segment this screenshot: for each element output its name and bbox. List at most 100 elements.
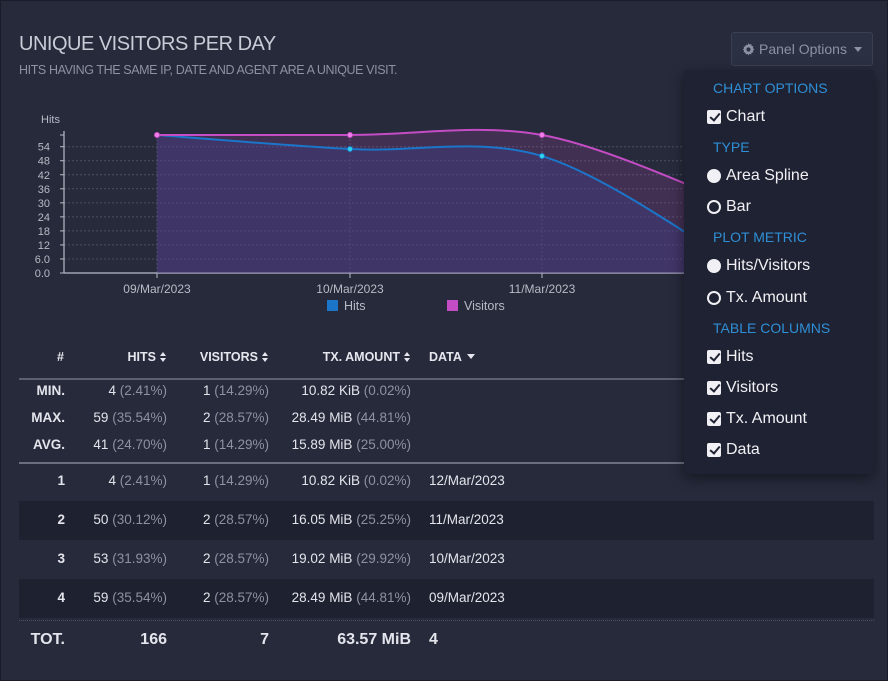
- checkbox-checked-icon: [707, 350, 721, 364]
- hits-area: [157, 135, 703, 273]
- gear-icon: [742, 42, 755, 55]
- total-hits: 166: [140, 631, 167, 648]
- tx-value: 15.89 MiB: [291, 437, 353, 452]
- x-tick-label: 11/Mar/2023: [509, 282, 576, 296]
- visitors-cell: 1 (14.29%): [203, 383, 269, 398]
- tx-percent: (0.02%): [363, 473, 411, 488]
- date-cell: 09/Mar/2023: [429, 590, 505, 605]
- hits-cell: 4 (2.41%): [108, 473, 167, 488]
- tx-value: 10.82 KiB: [301, 383, 360, 398]
- tx-cell: 10.82 KiB (0.02%): [301, 473, 411, 488]
- sort-icon: [160, 352, 167, 362]
- hits-percent: (30.12%): [112, 512, 167, 527]
- menu-item-tx-amount-metric[interactable]: Tx. Amount: [707, 289, 807, 307]
- hits-percent: (24.70%): [112, 437, 167, 452]
- x-tick-label: 09/Mar/2023: [123, 282, 191, 296]
- column-header-visitors[interactable]: VISITORS: [200, 350, 269, 364]
- menu-item-chart[interactable]: Chart: [707, 108, 765, 126]
- column-header-visitors-label: VISITORS: [199, 350, 258, 364]
- menu-item-col-data[interactable]: Data: [707, 441, 760, 459]
- tx-percent: (25.00%): [356, 437, 411, 452]
- visitors-percent: (28.57%): [214, 590, 269, 605]
- menu-item-area-spline[interactable]: Area Spline: [707, 167, 809, 185]
- checkbox-checked-icon: [707, 443, 721, 457]
- hits-percent: (31.93%): [112, 551, 167, 566]
- visitors-cell: 1 (14.29%): [203, 437, 269, 452]
- column-header-hits[interactable]: HITS: [128, 350, 167, 364]
- tx-value: 19.02 MiB: [291, 551, 353, 566]
- menu-item-chart-label: Chart: [726, 108, 766, 125]
- table-row[interactable]: 1 4 (2.41%) 1 (14.29%) 10.82 KiB (0.02%) 12/…: [19, 462, 874, 501]
- hits-cell: 41 (24.70%): [93, 437, 167, 452]
- column-header-data[interactable]: DATA: [429, 350, 475, 364]
- y-tick-label: 30: [38, 198, 50, 210]
- summary-separator: [19, 462, 874, 464]
- hits-point: [346, 146, 353, 153]
- tx-percent: (44.81%): [356, 410, 411, 425]
- tx-value: 28.49 MiB: [291, 410, 353, 425]
- row-number: 3: [57, 551, 65, 566]
- total-separator: [19, 620, 874, 621]
- visitors-point: [346, 131, 353, 138]
- tx-value: 10.82 KiB: [301, 473, 360, 488]
- visitors-percent: (14.29%): [214, 437, 269, 452]
- hits-percent: (35.54%): [112, 590, 167, 605]
- row-number: 2: [57, 512, 65, 527]
- menu-item-col-visitors[interactable]: Visitors: [707, 379, 778, 397]
- visitors-chart: Hits 0.0 6.0 12 18 24 30 36 42 48 54 09/Mar/2023 10/…: [19, 101, 719, 331]
- hits-cell: 53 (31.93%): [93, 551, 167, 566]
- hits-value: 41: [93, 437, 109, 452]
- checkbox-checked-icon: [707, 412, 721, 426]
- tx-cell: 28.49 MiB (44.81%): [292, 410, 411, 425]
- total-row: TOT. 166 7 63.57 MiB 4: [19, 631, 874, 651]
- visitors-value: 2: [202, 590, 211, 605]
- hits-value: 59: [93, 410, 109, 425]
- hits-value: 59: [93, 590, 109, 605]
- tx-value: 16.05 MiB: [291, 512, 353, 527]
- hits-percent: (35.54%): [112, 410, 167, 425]
- visitors-cell: 2 (28.57%): [203, 512, 269, 527]
- table-row[interactable]: 2 50 (30.12%) 2 (28.57%) 16.05 MiB (25.25%)…: [19, 501, 874, 540]
- menu-item-col-hits[interactable]: Hits: [707, 348, 754, 366]
- visitors-value: 2: [202, 512, 211, 527]
- legend-visitors-swatch: [447, 300, 458, 311]
- menu-item-bar[interactable]: Bar: [707, 198, 751, 216]
- date-cell: 10/Mar/2023: [429, 551, 505, 566]
- visitors-point: [539, 131, 546, 138]
- tx-cell: 19.02 MiB (29.92%): [292, 551, 411, 566]
- table-row[interactable]: 4 59 (35.54%) 2 (28.57%) 28.49 MiB (44.81%)…: [19, 579, 874, 618]
- summary-label: MAX.: [31, 410, 65, 425]
- column-header-data-label: DATA: [429, 350, 462, 364]
- table-row[interactable]: 3 53 (31.93%) 2 (28.57%) 19.02 MiB (29.92%)…: [19, 540, 874, 579]
- tx-cell: 15.89 MiB (25.00%): [292, 437, 411, 452]
- chart-svg: Hits 0.0 6.0 12 18 24 30 36 42 48 54 09/Mar/2023 10/…: [35, 114, 703, 313]
- menu-item-hits-visitors[interactable]: Hits/Visitors: [707, 257, 810, 275]
- visitors-percent: (14.29%): [214, 383, 269, 398]
- menu-item-col-tx-amount[interactable]: Tx. Amount: [707, 410, 807, 428]
- visitors-percent: (28.57%): [214, 551, 269, 566]
- tx-value: 28.49 MiB: [291, 590, 353, 605]
- menu-heading-plot-metric: PLOT METRIC: [713, 229, 807, 245]
- visitors-value: 1: [202, 383, 211, 398]
- y-tick-label: 36: [38, 184, 50, 196]
- hits-point: [539, 153, 546, 160]
- visitors-percent: (14.29%): [214, 473, 269, 488]
- summary-row: MAX. 59 (35.54%) 2 (28.57%) 28.49 MiB (44.8…: [19, 410, 874, 428]
- menu-heading-table-columns: TABLE COLUMNS: [713, 320, 831, 336]
- visitors-cell: 1 (14.29%): [203, 473, 269, 488]
- radio-selected-icon: [707, 259, 721, 273]
- column-header-tx-amount[interactable]: TX. AMOUNT: [323, 350, 411, 364]
- y-tick-label: 42: [38, 170, 50, 182]
- y-axis-label: Hits: [41, 114, 60, 126]
- tx-percent: (0.02%): [363, 383, 411, 398]
- tx-percent: (44.81%): [356, 590, 411, 605]
- menu-item-hits-visitors-label: Hits/Visitors: [726, 257, 811, 274]
- tx-percent: (25.25%): [356, 512, 411, 527]
- visitors-line: [157, 128, 703, 193]
- total-data: 4: [429, 631, 438, 648]
- tx-cell: 10.82 KiB (0.02%): [301, 383, 411, 398]
- menu-item-col-visitors-label: Visitors: [726, 379, 779, 396]
- panel-options-button[interactable]: Panel Options: [731, 32, 873, 66]
- summary-label: MIN.: [36, 383, 66, 398]
